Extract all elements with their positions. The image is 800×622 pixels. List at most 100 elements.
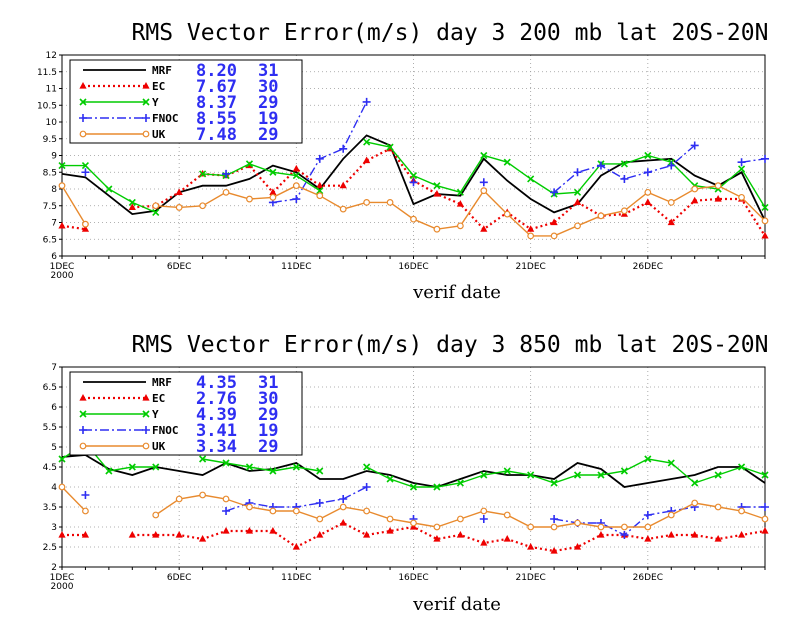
marker-plus xyxy=(222,507,231,515)
legend-name: FNOC xyxy=(152,112,179,125)
y-tick-label: 9.5 xyxy=(43,135,57,145)
marker-plus xyxy=(292,195,301,204)
legend-name: EC xyxy=(152,80,165,93)
marker-circle xyxy=(58,483,66,491)
series-uk xyxy=(58,483,769,531)
x-axis-label: verif date xyxy=(412,282,501,303)
marker-triangle xyxy=(691,531,699,538)
series-line xyxy=(366,141,766,208)
legend-name: MRF xyxy=(152,376,172,389)
marker-circle xyxy=(386,198,394,206)
marker-triangle xyxy=(550,218,558,226)
legend-entry-ec: EC 7.67 30 xyxy=(79,77,278,97)
marker-triangle xyxy=(292,543,300,550)
x-tick-label: 16DEC xyxy=(398,262,428,272)
marker-plus xyxy=(620,531,629,539)
marker-x xyxy=(761,471,769,479)
marker-x xyxy=(222,459,230,467)
marker-triangle xyxy=(339,181,347,189)
x-tick-label: 26DEC xyxy=(633,262,663,272)
marker-x xyxy=(573,188,582,196)
marker-plus xyxy=(142,426,150,434)
marker-plus xyxy=(409,178,418,187)
marker-circle xyxy=(363,198,371,206)
marker-circle xyxy=(142,442,150,450)
marker-circle xyxy=(152,511,160,519)
series-line xyxy=(132,521,766,553)
marker-circle xyxy=(738,193,745,201)
marker-plus xyxy=(761,503,769,511)
marker-x xyxy=(363,463,371,471)
marker-triangle xyxy=(737,531,746,538)
marker-plus xyxy=(79,114,87,122)
y-tick-label: 5.5 xyxy=(43,423,57,433)
marker-triangle xyxy=(456,531,464,538)
marker-x xyxy=(409,172,418,180)
marker-triangle xyxy=(245,527,254,534)
legend-count: 19 xyxy=(258,421,278,441)
marker-circle xyxy=(339,503,347,511)
marker-x xyxy=(81,161,89,170)
x-tick-label: 6DEC xyxy=(167,262,192,272)
series-line xyxy=(553,144,696,193)
marker-plus xyxy=(690,141,699,150)
marker-x xyxy=(152,208,160,217)
marker-plus xyxy=(79,426,87,434)
y-tick-label: 10 xyxy=(46,118,58,128)
marker-triangle xyxy=(456,200,464,207)
marker-x xyxy=(550,479,558,487)
marker-x xyxy=(480,151,488,160)
marker-x xyxy=(152,463,160,471)
y-tick-label: 12 xyxy=(46,51,57,61)
marker-circle xyxy=(597,523,605,531)
marker-circle xyxy=(222,188,230,196)
y-tick-label: 10.5 xyxy=(37,101,57,111)
y-tick-label: 5 xyxy=(51,443,57,453)
marker-x xyxy=(761,203,769,211)
marker-triangle xyxy=(527,543,535,550)
marker-circle xyxy=(621,207,628,215)
marker-circle xyxy=(456,515,464,523)
marker-circle xyxy=(503,210,511,218)
series-ec xyxy=(58,519,769,554)
marker-x xyxy=(644,151,652,160)
legend-count: 29 xyxy=(258,405,278,425)
legend-count: 31 xyxy=(258,61,278,81)
marker-circle xyxy=(339,205,347,213)
x-tick-label: 11DEC xyxy=(281,573,311,583)
y-tick-label: 7.5 xyxy=(43,202,57,212)
chart-panel-200mb: RMS Vector Error(m/s) day 3 200 mb lat 2… xyxy=(37,20,769,303)
y-tick-label: 2.5 xyxy=(43,543,57,553)
y-tick-label: 4 xyxy=(51,483,57,493)
marker-x xyxy=(433,483,441,491)
series-line xyxy=(61,224,86,231)
chart-title: RMS Vector Error(m/s) day 3 850 mb lat 2… xyxy=(132,332,769,358)
legend-name: MRF xyxy=(152,64,172,77)
marker-x xyxy=(128,463,136,471)
legend-name: UK xyxy=(152,440,166,453)
legend-entry-uk: UK 3.34 29 xyxy=(79,437,278,457)
marker-circle xyxy=(433,225,441,233)
marker-circle xyxy=(480,507,488,515)
marker-x xyxy=(738,463,746,471)
series-line xyxy=(61,185,86,225)
marker-triangle xyxy=(79,394,87,401)
legend-mean: 3.41 xyxy=(196,421,237,441)
marker-circle xyxy=(527,232,535,240)
marker-circle xyxy=(714,182,722,190)
legend-count: 29 xyxy=(258,437,278,457)
marker-triangle xyxy=(573,198,582,205)
marker-triangle xyxy=(761,527,769,534)
marker-triangle xyxy=(503,535,511,542)
marker-x xyxy=(433,182,441,190)
series-y xyxy=(58,138,769,217)
marker-circle xyxy=(82,507,89,515)
marker-circle xyxy=(386,515,394,523)
legend-count: 31 xyxy=(258,373,278,393)
series-line xyxy=(61,486,86,512)
marker-x xyxy=(667,459,675,467)
marker-circle xyxy=(410,519,417,527)
marker-circle xyxy=(269,193,277,201)
marker-plus xyxy=(550,188,559,197)
